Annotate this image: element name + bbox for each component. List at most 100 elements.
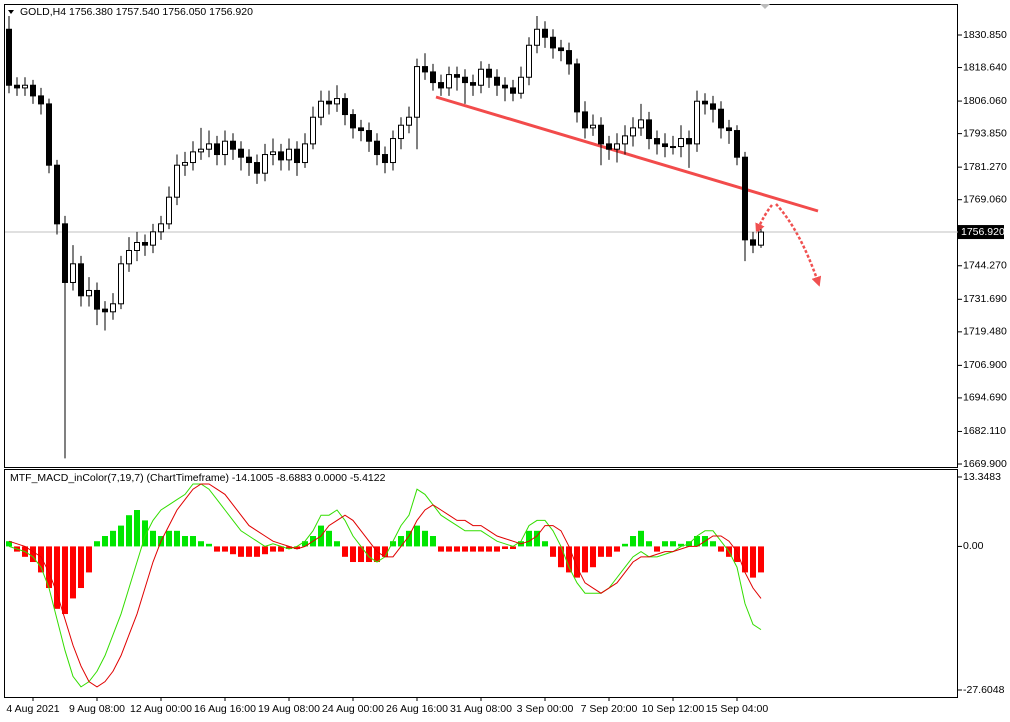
histogram-bar — [534, 530, 540, 547]
candle-body — [678, 138, 684, 148]
trend-line — [435, 95, 819, 213]
y-tick-label: 1818.640 — [963, 61, 1007, 73]
histogram-bar — [206, 543, 212, 547]
histogram-bar — [382, 546, 388, 557]
histogram-bar — [238, 546, 244, 557]
candle-body — [246, 156, 252, 164]
histogram-bar — [358, 546, 364, 563]
y-tick-label: 1781.270 — [963, 161, 1007, 173]
histogram-bar — [678, 543, 684, 547]
histogram-bar — [46, 546, 52, 589]
x-tick-label: 7 Sep 20:00 — [581, 703, 638, 715]
histogram-bar — [342, 546, 348, 557]
current-price-box — [958, 225, 1004, 240]
candle-body — [150, 231, 156, 246]
histogram-bar — [190, 536, 196, 547]
candle-body — [46, 103, 52, 166]
candle-body — [734, 130, 740, 158]
candle-body — [190, 151, 196, 164]
candle-body — [606, 143, 612, 150]
x-tick-label: 31 Aug 08:00 — [450, 703, 512, 715]
y-tick-label: 1769.060 — [963, 193, 1007, 205]
candle-body — [438, 82, 444, 89]
candle-body — [494, 76, 500, 86]
histogram-bar — [710, 541, 716, 547]
histogram-bar — [558, 546, 564, 568]
histogram-bar — [510, 546, 516, 550]
candle-body — [486, 68, 492, 78]
candle-body — [686, 138, 692, 145]
candle-body — [598, 124, 604, 145]
candle-body — [110, 303, 116, 313]
candle-body — [238, 148, 244, 158]
histogram-bar — [606, 546, 612, 557]
histogram-bar — [294, 546, 300, 550]
histogram-bar — [486, 546, 492, 552]
candle-body — [310, 116, 316, 145]
histogram-bar — [494, 546, 500, 552]
histogram-bar — [734, 546, 740, 563]
histogram-bar — [406, 530, 412, 547]
candle-body — [638, 119, 644, 129]
histogram-bar — [366, 546, 372, 563]
histogram-bar — [262, 546, 268, 555]
histogram-bar — [590, 546, 596, 568]
histogram-bar — [286, 546, 292, 550]
candle-body — [198, 148, 204, 153]
histogram-bar — [174, 530, 180, 547]
histogram-bar — [62, 546, 68, 615]
candle-body — [622, 135, 628, 145]
histogram-bar — [102, 536, 108, 547]
histogram-bar — [302, 541, 308, 547]
y-tick-label: 1793.850 — [963, 127, 1007, 139]
histogram-bar — [182, 536, 188, 547]
x-tick-label: 24 Aug 00:00 — [322, 703, 384, 715]
histogram-bar — [278, 546, 284, 552]
histogram-bar — [574, 546, 580, 578]
candle-body — [414, 66, 420, 118]
histogram-bar — [118, 525, 124, 547]
candle-body — [702, 100, 708, 105]
main-panel — [4, 4, 958, 468]
histogram-bar — [662, 541, 668, 547]
candle-body — [558, 47, 564, 52]
histogram-bar — [742, 546, 748, 573]
candle-body — [454, 74, 460, 78]
candle-body — [758, 231, 764, 246]
candle-body — [182, 162, 188, 166]
y-tick-label: 1706.900 — [963, 359, 1007, 371]
candle-body — [654, 138, 660, 145]
histogram-bar — [718, 546, 724, 552]
candle-body — [542, 28, 548, 38]
histogram-bar — [654, 546, 660, 552]
histogram-bar — [6, 541, 12, 547]
candle-body — [94, 289, 100, 310]
candle-body — [350, 114, 356, 129]
candle-body — [302, 143, 308, 164]
histogram-bar — [566, 546, 572, 573]
histogram-bar — [462, 546, 468, 552]
candle-body — [398, 124, 404, 140]
candle-body — [342, 98, 348, 116]
histogram-bar — [622, 543, 628, 547]
candle-body — [526, 44, 532, 78]
histogram-bar — [502, 546, 508, 550]
candle-body — [62, 223, 68, 283]
candle-body — [334, 98, 340, 105]
histogram-bar — [134, 510, 140, 547]
candle-body — [614, 143, 620, 150]
histogram-bar — [638, 530, 644, 547]
menu-icon[interactable] — [8, 10, 14, 14]
x-tick-label: 3 Sep 00:00 — [517, 703, 574, 715]
current-price-label: 1756.920 — [961, 226, 1005, 238]
x-tick-label: 15 Sep 04:00 — [706, 703, 769, 715]
candle-body — [646, 119, 652, 140]
histogram-bar — [54, 546, 60, 609]
y-tick-label: 0.00 — [963, 540, 984, 552]
histogram-bar — [414, 525, 420, 547]
histogram-bar — [198, 541, 204, 547]
histogram-bar — [230, 546, 236, 555]
